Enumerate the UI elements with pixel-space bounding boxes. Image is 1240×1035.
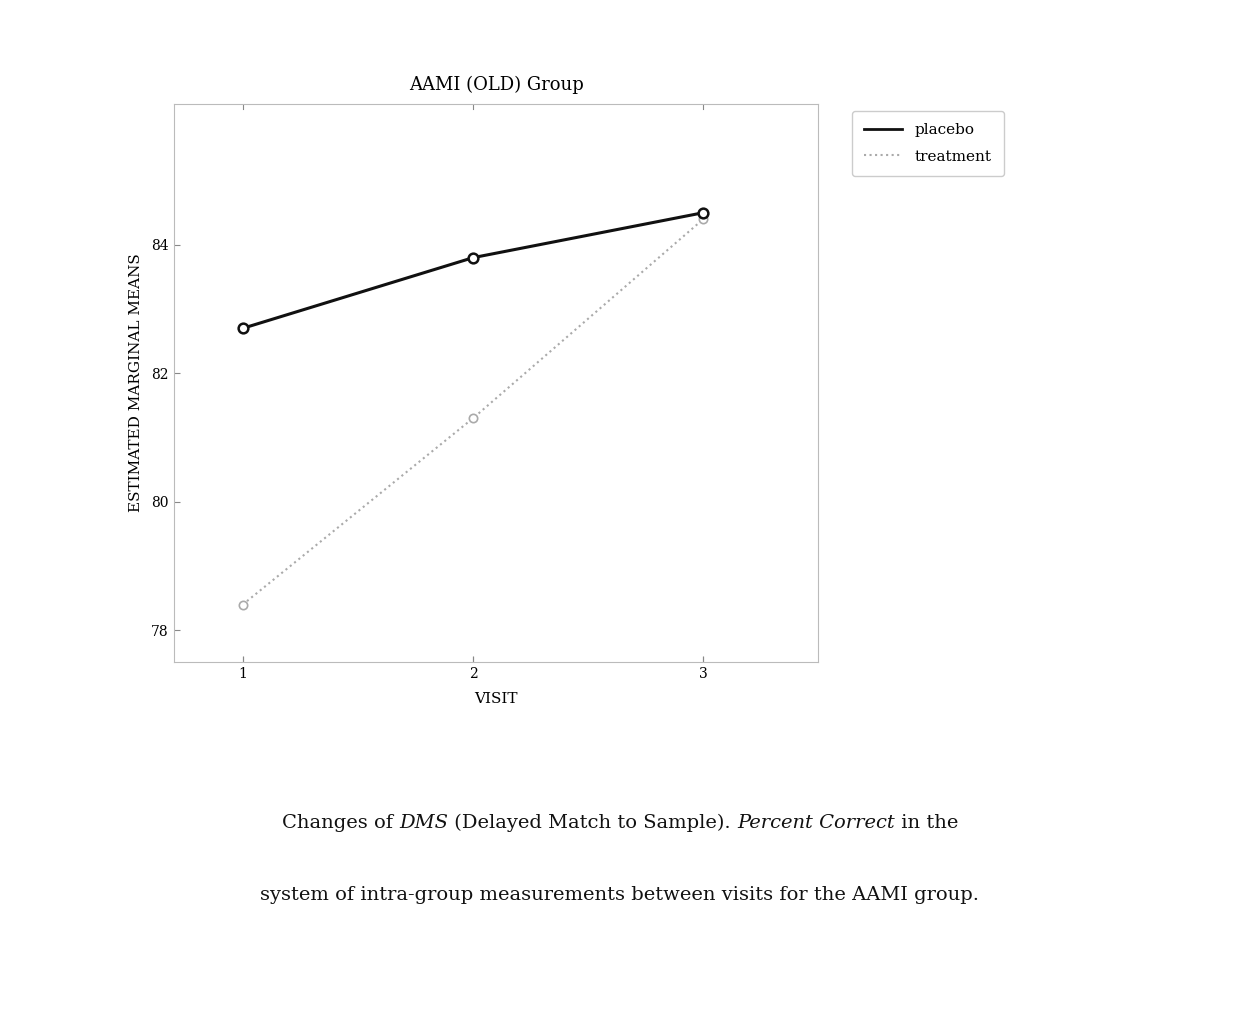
- Text: system of intra-group measurements between visits for the AAMI group.: system of intra-group measurements betwe…: [260, 886, 980, 905]
- Legend: placebo, treatment: placebo, treatment: [852, 111, 1003, 176]
- Text: (Delayed Match to Sample).: (Delayed Match to Sample).: [448, 814, 737, 832]
- Text: in the: in the: [895, 814, 959, 832]
- X-axis label: VISIT: VISIT: [474, 692, 518, 706]
- Text: Percent Correct: Percent Correct: [737, 814, 895, 832]
- Title: AAMI (OLD) Group: AAMI (OLD) Group: [409, 76, 583, 93]
- Y-axis label: ESTIMATED MARGINAL MEANS: ESTIMATED MARGINAL MEANS: [129, 254, 143, 512]
- Text: DMS: DMS: [399, 814, 448, 832]
- Text: Changes of: Changes of: [281, 814, 399, 832]
